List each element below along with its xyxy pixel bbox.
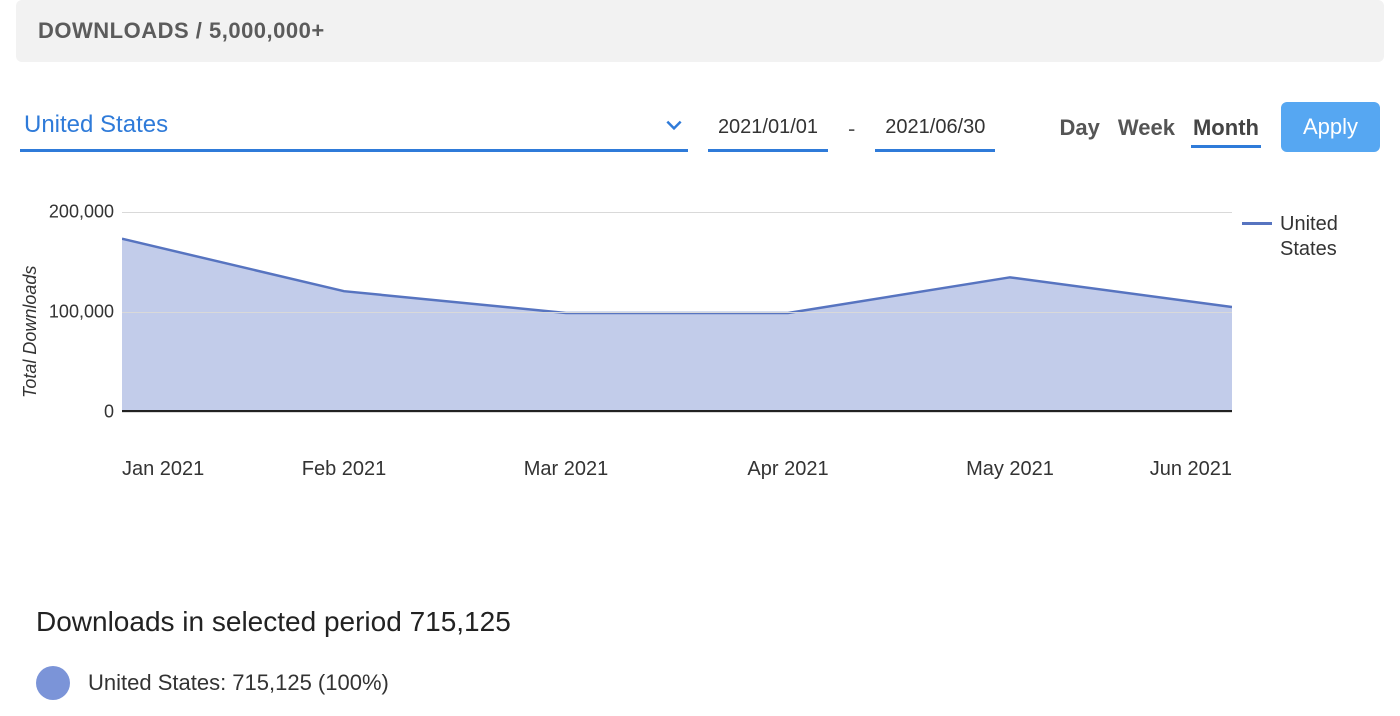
gridline (122, 212, 1232, 213)
xtick-label: Jun 2021 (1150, 458, 1232, 481)
summary-breakdown-text: United States: 715,125 (100%) (88, 670, 389, 696)
yaxis-labels: 0100,000200,000 (40, 212, 122, 412)
header-title: DOWNLOADS / 5,000,000+ (38, 18, 325, 43)
granularity-option-day[interactable]: Day (1058, 111, 1102, 148)
legend-item: United States (1242, 212, 1384, 262)
ytick-label: 200,000 (49, 202, 114, 223)
xaxis-labels: Jan 2021 Feb 2021 Mar 2021 Apr 2021 May 2021… (122, 458, 1232, 486)
ytick-label: 100,000 (49, 302, 114, 323)
chart-legend: United States (1232, 212, 1384, 452)
xtick-label: Jan 2021 (122, 458, 204, 481)
date-from-input[interactable] (708, 110, 828, 152)
gridline (122, 412, 1232, 413)
summary-breakdown-row: United States: 715,125 (100%) (36, 666, 1384, 700)
granularity-option-month[interactable]: Month (1191, 111, 1261, 148)
chevron-down-icon (664, 115, 684, 135)
gridline (122, 312, 1232, 313)
date-to-input[interactable] (875, 110, 995, 152)
chart-svg (122, 212, 1232, 410)
chart-plot-area (122, 212, 1232, 412)
xtick-label: Apr 2021 (747, 458, 828, 481)
header-bar: DOWNLOADS / 5,000,000+ (16, 0, 1384, 62)
legend-label: United States (1280, 212, 1384, 262)
xtick-label: May 2021 (966, 458, 1054, 481)
controls-row: United States - Day Week Month Apply (16, 102, 1384, 152)
country-select[interactable]: United States (20, 105, 688, 152)
chart-area (122, 239, 1232, 410)
granularity-switch: Day Week Month (1058, 111, 1261, 152)
summary-dot-icon (36, 666, 70, 700)
xtick-label: Mar 2021 (524, 458, 609, 481)
legend-swatch (1242, 222, 1272, 225)
chart: Total Downloads 0100,000200,000 United S… (16, 212, 1384, 452)
country-select-label: United States (24, 111, 168, 139)
ytick-label: 0 (104, 402, 114, 423)
yaxis-title: Total Downloads (16, 212, 40, 452)
summary-title: Downloads in selected period 715,125 (36, 606, 1384, 638)
summary-title-prefix: Downloads in selected period (36, 606, 410, 637)
apply-button[interactable]: Apply (1281, 102, 1380, 152)
summary-total: 715,125 (410, 606, 511, 637)
date-range-dash: - (848, 116, 855, 152)
summary: Downloads in selected period 715,125 Uni… (16, 606, 1384, 700)
granularity-option-week[interactable]: Week (1116, 111, 1177, 148)
xtick-label: Feb 2021 (302, 458, 387, 481)
